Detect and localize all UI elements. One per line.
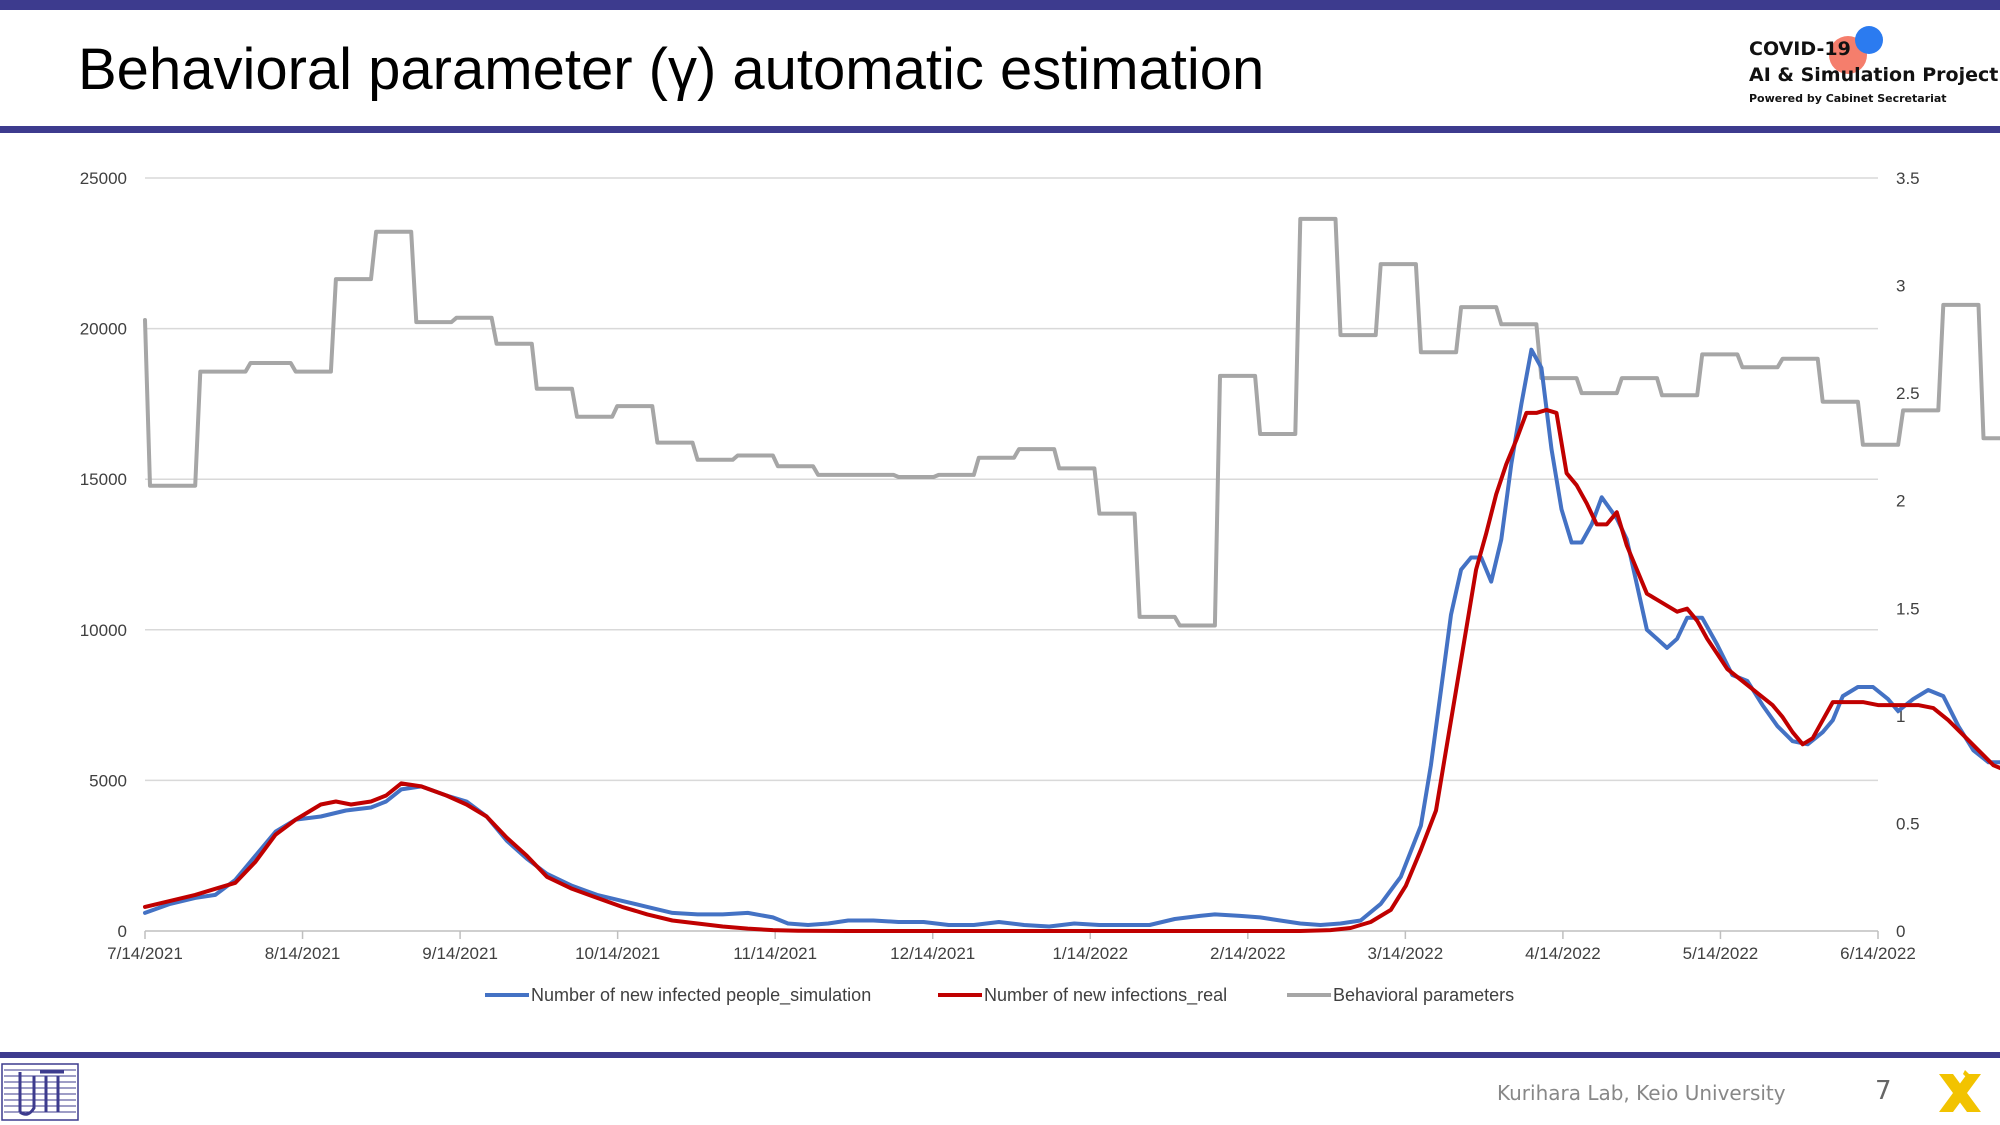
left-tick-label: 0 xyxy=(118,922,127,941)
x-axis-ticks: 7/14/2021 8/14/2021 9/14/2021 10/14/2021 11/… xyxy=(107,931,1916,963)
left-tick-label: 20000 xyxy=(80,320,127,339)
left-axis-ticks: 0 5000 10000 15000 20000 25000 xyxy=(80,169,127,941)
x-tick-label: 5/14/2022 xyxy=(1683,944,1759,963)
series-line xyxy=(143,347,2000,929)
legend-label: Number of new infections_real xyxy=(984,985,1227,1006)
x-tick-label: 9/14/2021 xyxy=(422,944,498,963)
x-tick-label: 12/14/2021 xyxy=(890,944,975,963)
footer-credit: Kurihara Lab, Keio University xyxy=(1497,1081,1786,1105)
left-tick-label: 5000 xyxy=(89,771,127,790)
title-divider xyxy=(0,126,2000,133)
chart-series xyxy=(143,216,2000,933)
right-tick-label: 0.5 xyxy=(1896,814,1920,833)
slide-title: Behavioral parameter (γ) automatic estim… xyxy=(78,37,1265,102)
series-line xyxy=(143,407,2000,933)
right-tick-label: 3 xyxy=(1896,277,1905,296)
right-axis-ticks: 0 0.5 1 1.5 2 2.5 3 3.5 xyxy=(1896,169,1920,941)
right-tick-label: 2 xyxy=(1896,492,1905,511)
x-tick-label: 7/14/2021 xyxy=(107,944,183,963)
x-tick-label: 2/14/2022 xyxy=(1210,944,1286,963)
left-tick-label: 15000 xyxy=(80,470,127,489)
x-tick-label: 8/14/2021 xyxy=(265,944,341,963)
corner-x-logo-icon xyxy=(1939,1070,1981,1112)
logo-line-3: Powered by Cabinet Secretariat xyxy=(1749,92,1947,105)
left-tick-label: 10000 xyxy=(80,621,127,640)
lab-logo-icon xyxy=(1,1063,79,1121)
x-tick-label: 10/14/2021 xyxy=(575,944,660,963)
legend-label: Behavioral parameters xyxy=(1333,985,1514,1005)
project-logo: COVID-19 AI & Simulation Project Powered… xyxy=(1745,26,1998,116)
logo-blue-circle-icon xyxy=(1855,26,1883,54)
x-tick-label: 1/14/2022 xyxy=(1052,944,1128,963)
right-tick-label: 3.5 xyxy=(1896,169,1920,188)
x-tick-label: 6/14/2022 xyxy=(1840,944,1916,963)
chart-legend: Number of new infected people_simulation… xyxy=(485,985,1514,1006)
left-tick-label: 25000 xyxy=(80,169,127,188)
chart-gridlines xyxy=(145,177,1878,932)
right-tick-label: 1.5 xyxy=(1896,599,1920,618)
page-number: 7 xyxy=(1875,1076,1892,1106)
x-tick-label: 4/14/2022 xyxy=(1525,944,1601,963)
right-tick-label: 0 xyxy=(1896,922,1905,941)
legend-label: Number of new infected people_simulation xyxy=(531,985,871,1006)
top-accent-bar xyxy=(0,0,2000,10)
logo-line-2: AI & Simulation Project xyxy=(1749,64,1999,86)
right-tick-label: 1 xyxy=(1896,707,1905,726)
x-tick-label: 11/14/2021 xyxy=(733,944,817,963)
logo-line-1: COVID-19 xyxy=(1749,38,1851,60)
x-tick-label: 3/14/2022 xyxy=(1368,944,1444,963)
series-line xyxy=(143,216,2000,628)
line-chart: 0 5000 10000 15000 20000 25000 0 0.5 1 1.5 2 2.5 3 3… xyxy=(80,169,2000,1006)
right-tick-label: 2.5 xyxy=(1896,384,1920,403)
footer-divider xyxy=(0,1052,2000,1058)
